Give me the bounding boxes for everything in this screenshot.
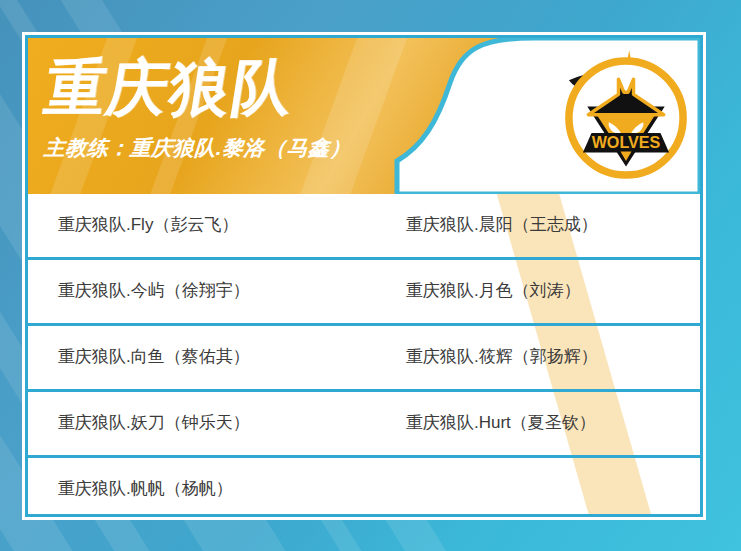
svg-text:WOLVES: WOLVES — [592, 133, 661, 151]
